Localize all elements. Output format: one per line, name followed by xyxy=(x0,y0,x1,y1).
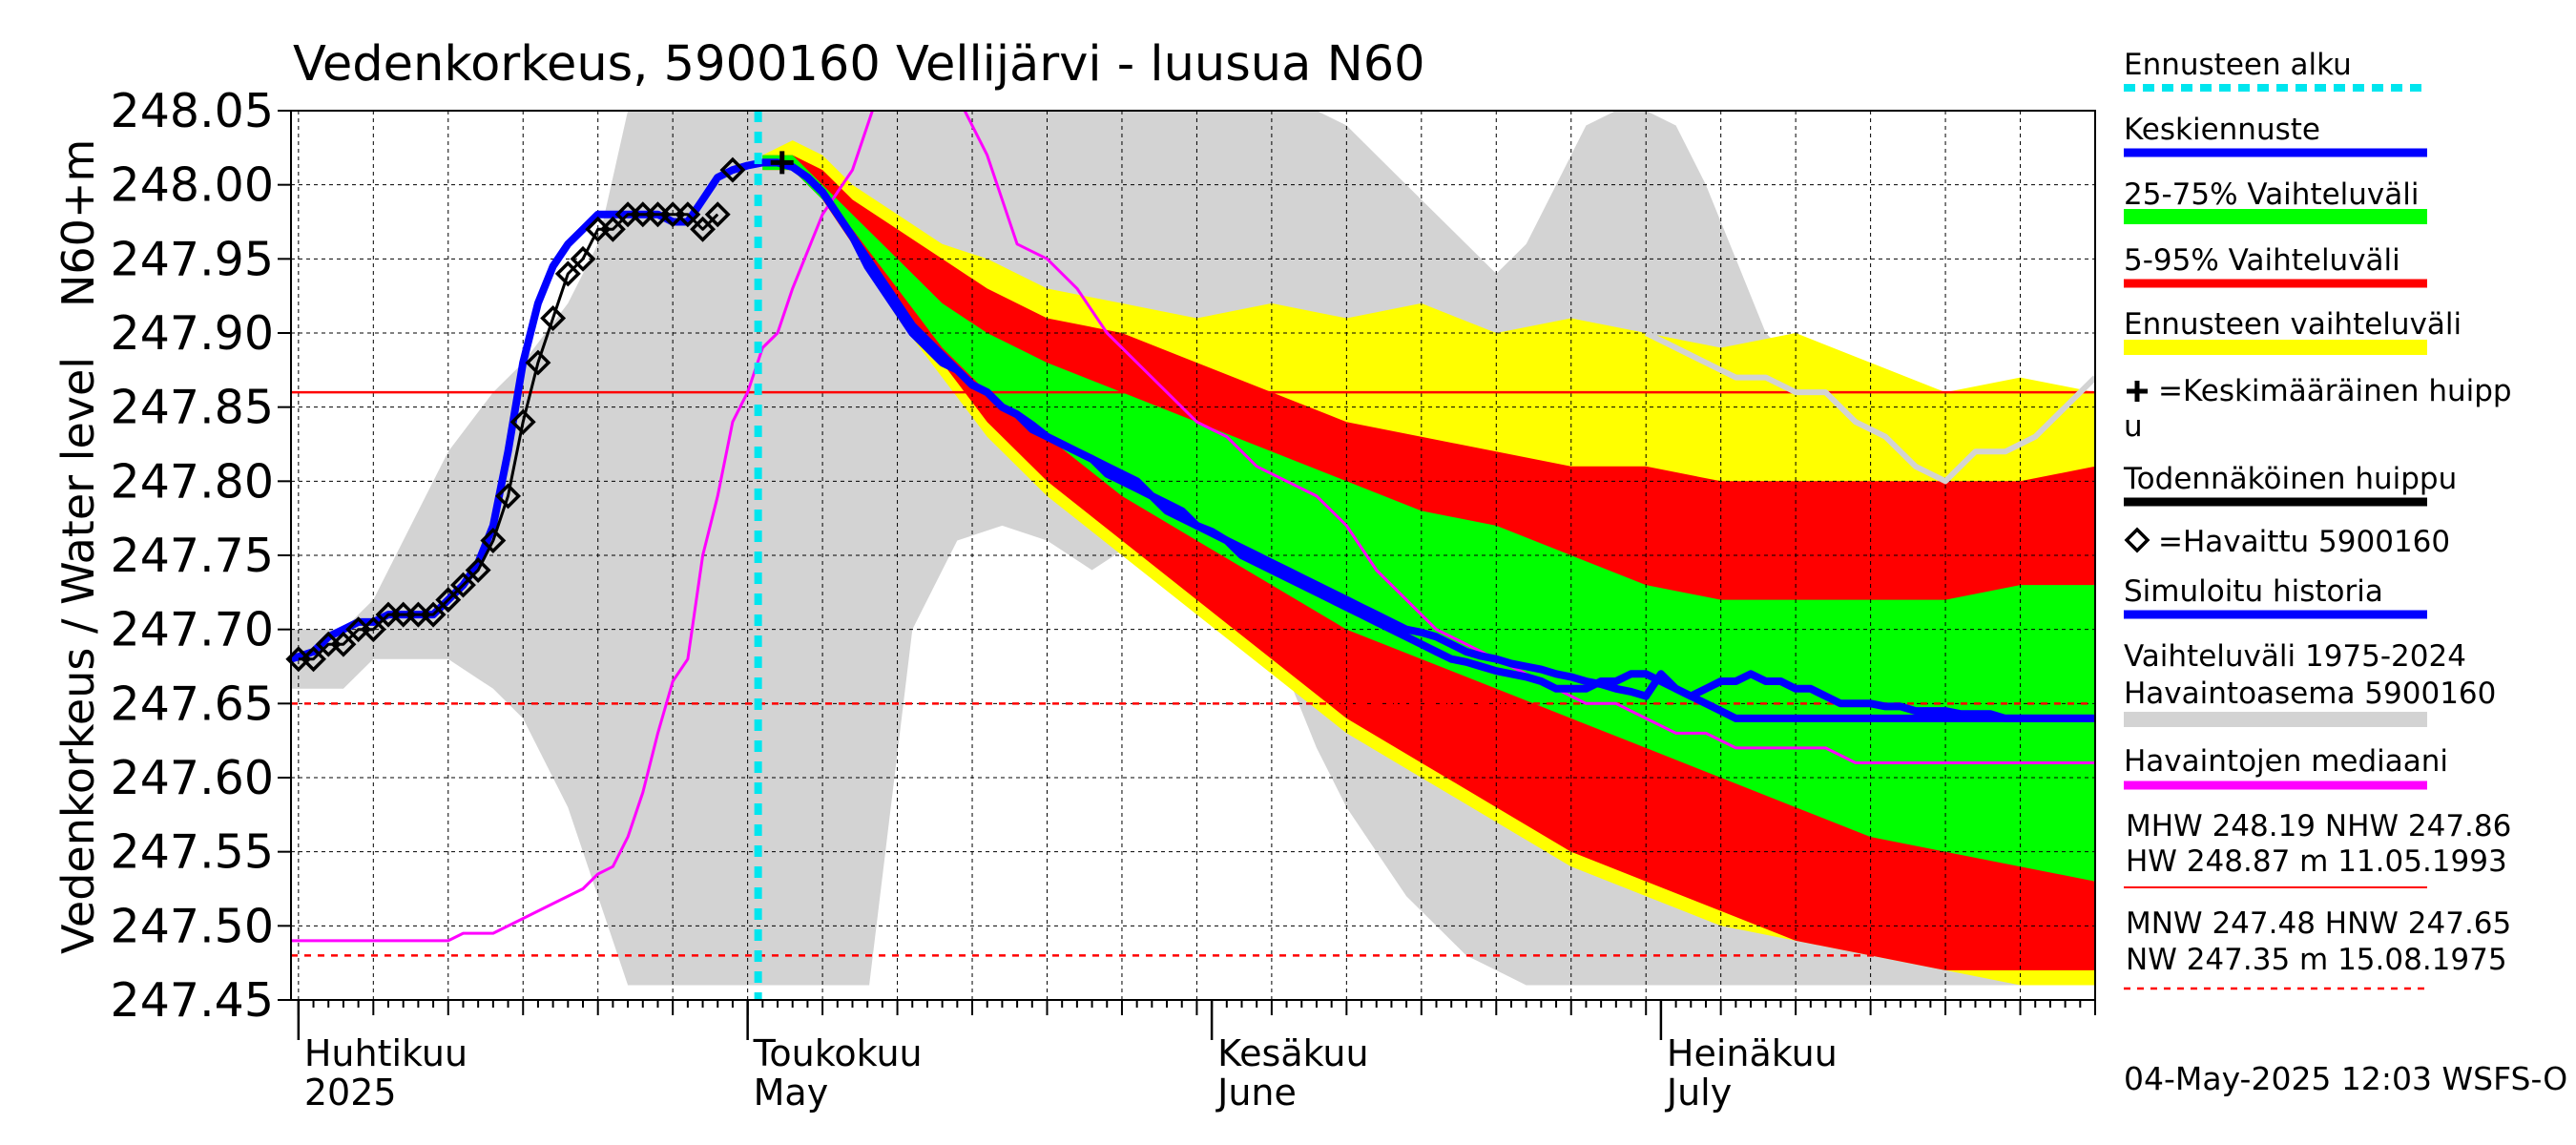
y-tick-label: 247.75 xyxy=(111,529,274,583)
legend-label: =Keskimääräinen huipp xyxy=(2158,374,2512,408)
legend-label: Vaihteluväli 1975-2024 xyxy=(2124,639,2466,674)
legend-label: =Havaittu 5900160 xyxy=(2158,525,2450,559)
y-tick-label: 247.55 xyxy=(111,825,274,880)
observed-point xyxy=(719,156,746,183)
y-tick-label: 247.80 xyxy=(111,454,274,509)
legend-swatch xyxy=(2124,712,2427,727)
chart-title: Vedenkorkeus, 5900160 Vellijärvi - luusu… xyxy=(293,36,1425,93)
y-tick-label: 247.70 xyxy=(111,603,274,657)
legend-label: Todennäköinen huippu xyxy=(2123,462,2457,496)
history-range-gap xyxy=(822,525,1557,1000)
stats-line-2: HW 248.87 m 11.05.1993 xyxy=(2126,844,2507,879)
plot-area xyxy=(285,110,2096,1001)
observed-point xyxy=(675,201,701,228)
legend-label: Ennusteen alku xyxy=(2124,48,2352,82)
stats-line-1: MHW 248.19 NHW 247.86 xyxy=(2126,809,2511,843)
line-layer xyxy=(291,111,2095,1000)
month-label-fi: Heinäkuu xyxy=(1667,1032,1838,1074)
stats-line-3: MNW 247.48 HNW 247.65 xyxy=(2126,906,2511,941)
observed-point xyxy=(301,646,327,673)
legend-label: Keskiennuste xyxy=(2124,113,2320,147)
observed-point xyxy=(495,483,522,510)
observed-point xyxy=(449,572,476,598)
observed-point xyxy=(599,216,626,242)
observed-point xyxy=(330,631,357,657)
series-line-0 xyxy=(291,111,2095,943)
stats-block: MHW 248.19 NHW 247.86 HW 248.87 m 11.05.… xyxy=(2124,809,2511,990)
timestamp: 04-May-2025 12:03 WSFS-O xyxy=(2124,1060,2567,1097)
stats-line-4: NW 247.35 m 15.08.1975 xyxy=(2126,943,2507,977)
month-label-en: 2025 xyxy=(304,1072,397,1114)
y-tick-label: 247.85 xyxy=(111,381,274,435)
mean-peak-marker xyxy=(770,151,794,175)
legend: Ennusteen alku Keskiennuste 25-75% Vaihtel… xyxy=(2123,48,2512,790)
y-axis-unit-label: N60+m xyxy=(52,139,104,307)
observed-point xyxy=(360,616,386,643)
band-layer xyxy=(291,111,2095,1000)
observed-point xyxy=(704,201,731,228)
y-tick-label: 247.60 xyxy=(111,751,274,805)
y-tick-label: 247.50 xyxy=(111,899,274,953)
y-tick-label: 247.65 xyxy=(111,677,274,731)
y-axis-label: Vedenkorkeus / Water level xyxy=(52,357,104,954)
observed-point xyxy=(465,557,491,584)
month-label-fi: Huhtikuu xyxy=(304,1032,467,1074)
legend-swatch xyxy=(2124,340,2427,355)
legend-label: 5-95% Vaihteluväli xyxy=(2124,243,2400,278)
observed-point xyxy=(435,587,462,614)
month-label-en: May xyxy=(754,1072,829,1114)
y-tick-label: 248.05 xyxy=(111,84,274,138)
legend-label: Simuloitu historia xyxy=(2124,574,2383,609)
series-line-1 xyxy=(1644,330,2095,485)
series-line-3 xyxy=(762,158,2095,722)
observed-point xyxy=(690,216,717,242)
observed-point xyxy=(480,527,507,553)
y-tick-label: 247.90 xyxy=(111,306,274,361)
month-label-fi: Toukokuu xyxy=(753,1032,923,1074)
observed-point xyxy=(420,601,447,628)
legend-swatch xyxy=(2124,209,2427,224)
month-label-fi: Kesäkuu xyxy=(1217,1032,1369,1074)
observed-point xyxy=(525,349,551,376)
month-label-en: June xyxy=(1215,1072,1297,1114)
legend-label: Ennusteen vaihteluväli xyxy=(2124,307,2462,342)
forecast-band-2 xyxy=(762,155,2095,882)
observed-point xyxy=(509,408,536,435)
observed-point xyxy=(554,260,581,287)
observed-point xyxy=(570,245,596,272)
legend-label: 25-75% Vaihteluväli xyxy=(2124,177,2420,212)
legend-label-cont: Havaintoasema 5900160 xyxy=(2124,677,2496,711)
y-tick-label: 247.45 xyxy=(111,973,274,1028)
legend-label-cont: u xyxy=(2124,409,2143,444)
y-tick-label: 248.00 xyxy=(111,158,274,213)
axes-layer: 248.05 248.00 247.95 247.90 247.85 247.80 247.… xyxy=(111,84,2096,1114)
observed-point xyxy=(540,304,567,331)
legend-swatch xyxy=(2124,527,2150,553)
month-label-en: July xyxy=(1665,1072,1732,1114)
legend-swatch xyxy=(2127,381,2148,402)
legend-label: Havaintojen mediaani xyxy=(2124,744,2448,779)
y-tick-label: 247.95 xyxy=(111,232,274,286)
